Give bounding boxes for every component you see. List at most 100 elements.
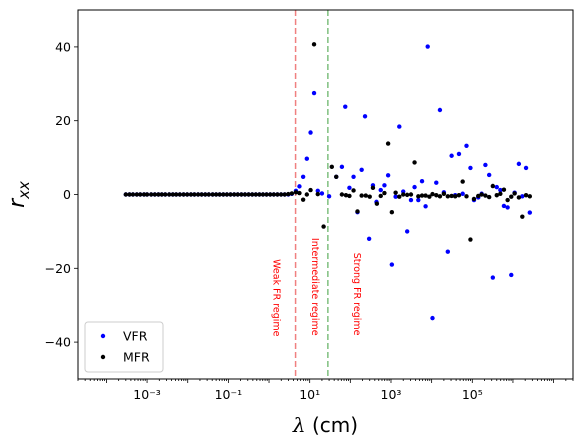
vfr-point [509, 272, 514, 278]
mfr-point [239, 192, 244, 197]
mfr-point [498, 191, 503, 196]
mfr-point [203, 192, 208, 197]
mfr-point [181, 192, 186, 197]
vfr-point [423, 204, 428, 209]
mfr-point [423, 193, 428, 198]
mfr-point [250, 192, 255, 197]
mfr-point [206, 192, 211, 197]
mfr-point [374, 201, 380, 206]
legend-marker [100, 333, 106, 339]
vfr-point [520, 194, 525, 199]
vfr-point [412, 184, 417, 190]
vfr-point [468, 165, 473, 171]
mfr-point [315, 191, 320, 197]
mfr-point [213, 192, 219, 197]
mfr-point [134, 192, 140, 197]
mfr-point [271, 192, 276, 197]
vfr-point [416, 197, 421, 203]
mfr-point [321, 224, 326, 229]
mfr-point [486, 194, 492, 200]
vfr-point [397, 124, 402, 129]
data-series [123, 42, 533, 321]
mfr-point [130, 192, 136, 197]
regime-annotation: Weak FR regime [271, 259, 282, 337]
mfr-point [282, 192, 287, 197]
y-tick-label: 20 [55, 113, 71, 128]
vfr-point [456, 151, 462, 157]
vfr-point [490, 275, 496, 280]
mfr-point [293, 190, 299, 195]
mfr-point [471, 196, 477, 202]
mfr-point [141, 192, 147, 197]
mfr-point [501, 187, 507, 192]
mfr-point [308, 187, 313, 193]
x-tick-label: 10⁻³ [133, 387, 161, 402]
mfr-point [441, 191, 447, 196]
mfr-point [246, 192, 251, 197]
vfr-point [425, 44, 430, 49]
mfr-point [329, 164, 334, 170]
vfr-point [311, 90, 317, 96]
mfr-point [412, 160, 417, 165]
mfr-point [231, 192, 237, 197]
mfr-point [389, 210, 395, 215]
x-axis-label: λ (cm) [292, 413, 358, 437]
vfr-point [523, 165, 529, 171]
mfr-point [339, 192, 345, 197]
mfr-point [264, 192, 269, 197]
mfr-point [520, 214, 525, 219]
x-axis-title: λ (cm) [292, 413, 358, 437]
mfr-point [275, 192, 280, 197]
mfr-point [359, 193, 364, 198]
legend-label: MFR [123, 350, 150, 365]
mfr-point [397, 194, 402, 199]
vfr-point [527, 210, 533, 215]
mfr-point [505, 197, 510, 203]
mfr-point [401, 192, 406, 197]
mfr-point [404, 192, 410, 198]
legend: VFR MFR [84, 321, 164, 373]
vfr-point [501, 203, 507, 209]
mfr-point [351, 188, 356, 193]
mfr-point [460, 179, 465, 184]
mfr-point [242, 192, 248, 197]
mfr-point [490, 183, 496, 189]
x-axis-ticks: 10⁻³ 10⁻¹ 10¹ 10³ 10⁵ [77, 379, 574, 402]
mfr-point [445, 194, 451, 199]
y-tick-label: 0 [63, 187, 71, 202]
mfr-point [509, 194, 514, 199]
mfr-point [156, 192, 161, 197]
mfr-point [355, 209, 360, 214]
mfr-point [453, 194, 458, 199]
vfr-point [385, 173, 391, 178]
mfr-point [177, 192, 183, 197]
x-tick-label: 10¹ [299, 387, 320, 402]
mfr-point [416, 194, 421, 199]
mfr-point [221, 192, 226, 197]
vfr-point [460, 191, 465, 196]
mfr-point [304, 192, 310, 197]
mfr-point [268, 192, 273, 197]
mfr-point [363, 193, 368, 198]
mfr-point [527, 194, 533, 199]
series-mfr [123, 42, 533, 242]
mfr-point [378, 193, 383, 199]
mfr-point [188, 192, 194, 197]
mfr-point [192, 192, 197, 197]
y-axis-label: rxx [5, 181, 33, 208]
vfr-point [319, 191, 325, 196]
y-axis-ticks: −40 −20 0 20 40 [45, 39, 78, 350]
regime-annotation: Intermediate regime [309, 238, 320, 336]
vfr-point [437, 107, 443, 113]
vfr-point [382, 183, 387, 188]
mfr-point [159, 192, 164, 197]
mfr-point [468, 237, 473, 242]
vfr-point [434, 180, 439, 185]
x-tick-label: 10³ [381, 387, 402, 402]
vfr-point [366, 236, 372, 241]
vfr-point [445, 249, 451, 254]
mfr-point [512, 191, 517, 196]
mfr-point [152, 192, 158, 197]
mfr-point [419, 193, 425, 198]
